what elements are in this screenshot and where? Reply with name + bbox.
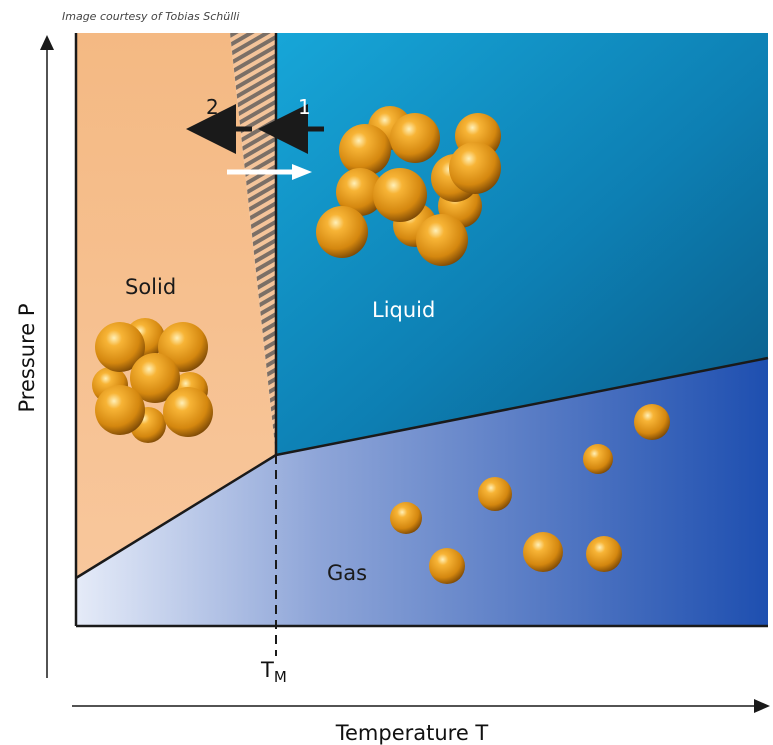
solid-gas-boundary xyxy=(75,453,277,580)
melting-label-sub: M xyxy=(274,668,287,686)
arrow-1-label: 1 xyxy=(298,95,311,119)
solid-label: Solid xyxy=(125,275,176,299)
melting-temperature-label: TM xyxy=(260,658,287,686)
arrow-2-label: 2 xyxy=(206,95,219,119)
liquid-label: Liquid xyxy=(372,298,435,322)
melting-label-main: T xyxy=(260,658,274,682)
solid-particle-cluster xyxy=(92,318,213,443)
liquid-particle-cluster xyxy=(316,106,501,266)
solid-region xyxy=(76,33,276,578)
gas-label: Gas xyxy=(327,561,367,585)
pressure-axis xyxy=(40,35,54,678)
image-credit: Image courtesy of Tobias Schülli xyxy=(62,10,239,23)
gas-particles xyxy=(390,404,670,584)
arrow-white xyxy=(227,164,312,180)
temperature-axis xyxy=(72,699,770,713)
pressure-axis-title: Pressure P xyxy=(15,303,39,412)
liquid-gas-boundary xyxy=(275,356,769,457)
temperature-axis-title: Temperature T xyxy=(335,721,489,745)
